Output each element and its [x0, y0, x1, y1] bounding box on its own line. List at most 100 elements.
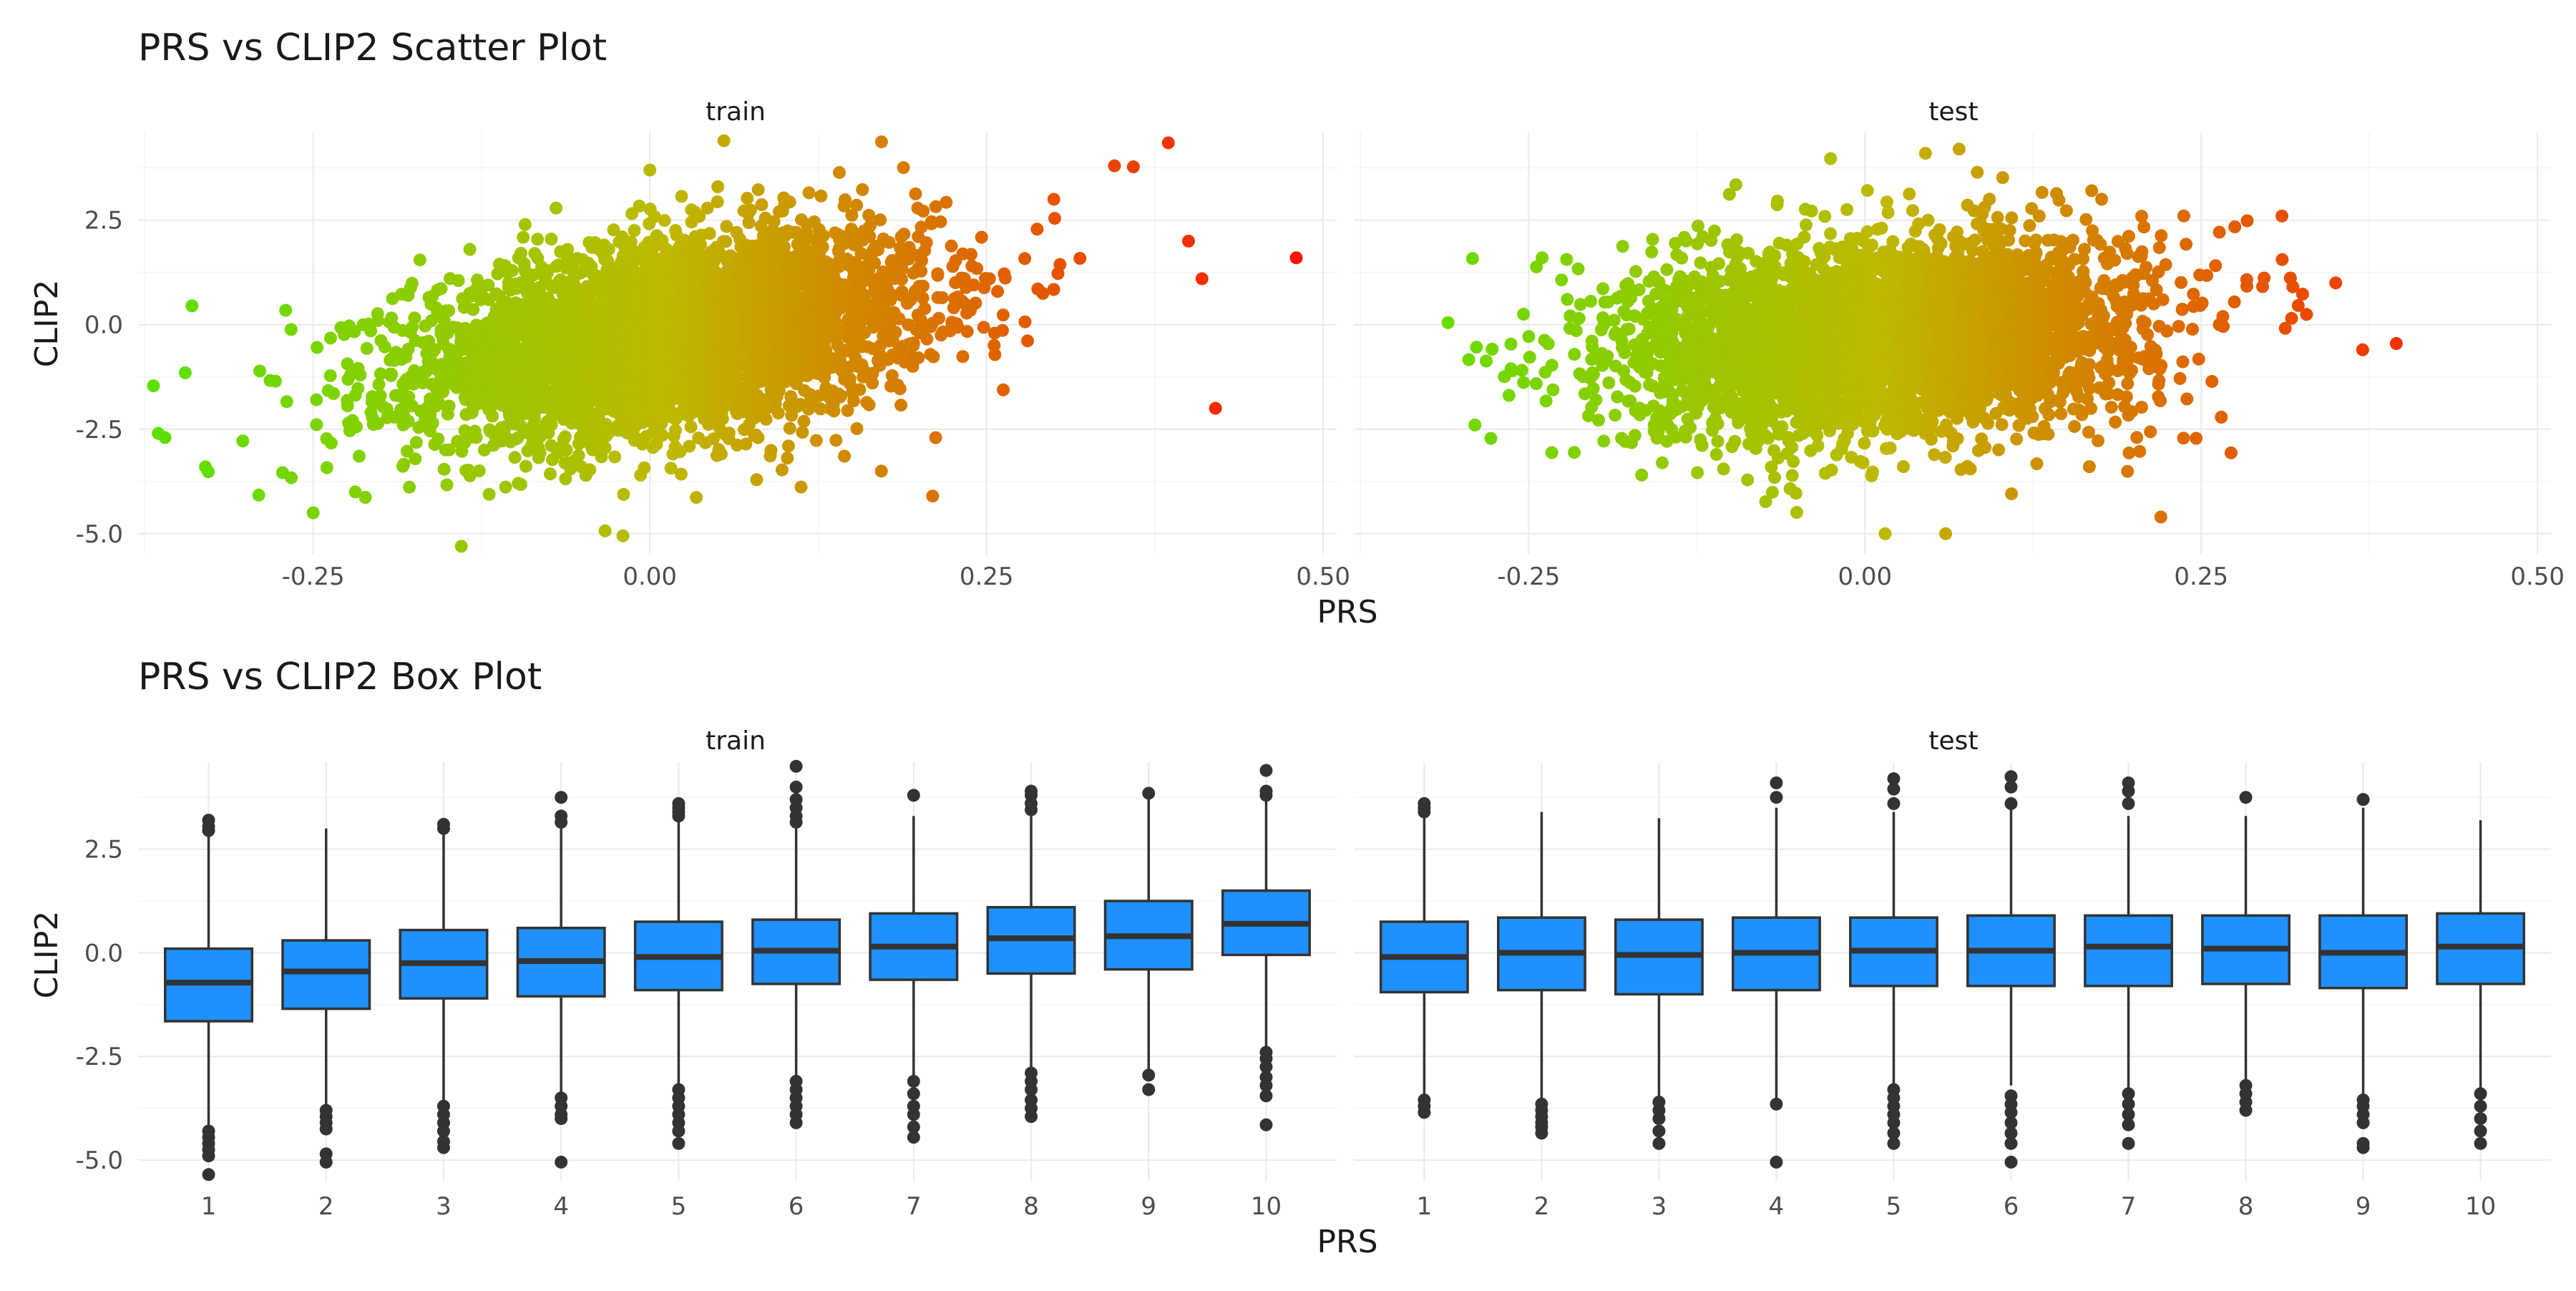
scatter-point [600, 296, 613, 308]
scatter-point [435, 358, 448, 371]
scatter-point [499, 259, 512, 272]
scatter-point [366, 396, 379, 409]
scatter-point [519, 460, 532, 473]
scatter-point [753, 268, 766, 281]
scatter-point [468, 328, 481, 341]
scatter-point [803, 186, 816, 199]
scatter-point [2023, 219, 2036, 232]
scatter-point [1108, 160, 1121, 172]
scatter-point [519, 218, 532, 231]
scatter-point [1560, 253, 1573, 266]
scatter-point [1861, 184, 1874, 197]
scatter-point [636, 416, 649, 429]
scatter-point [396, 460, 409, 473]
scatter-point [926, 489, 939, 502]
scatter-point [253, 489, 265, 502]
scatter-point [930, 432, 942, 444]
scatter-point [710, 241, 723, 254]
scatter-point [602, 427, 615, 439]
scatter-point [819, 289, 831, 302]
scatter-point [545, 280, 557, 293]
scatter-point [520, 427, 533, 439]
scatter-point [708, 255, 721, 268]
scatter-point [607, 370, 620, 383]
scatter-point [523, 356, 536, 369]
scatter-point [625, 382, 638, 395]
scatter-x-tick-label: 0.00 [623, 562, 677, 591]
scatter-point [389, 389, 402, 402]
scatter-point [1053, 258, 1066, 271]
scatter-x-tick-label: -0.25 [1497, 562, 1560, 591]
scatter-point [854, 274, 867, 287]
scatter-point [924, 321, 937, 333]
scatter-point [734, 400, 747, 413]
scatter-point [586, 306, 599, 318]
scatter-point [572, 416, 585, 429]
scatter-point [743, 216, 756, 229]
scatter-point [764, 316, 777, 329]
scatter-point [796, 426, 809, 439]
scatter-point [945, 240, 958, 253]
scatter-point [1021, 334, 1034, 347]
scatter-point [857, 260, 869, 273]
scatter-point [914, 265, 927, 278]
scatter-point [587, 418, 600, 431]
scatter-point [1645, 245, 1658, 258]
scatter-point [595, 333, 608, 346]
scatter-point [672, 379, 685, 391]
scatter-point [185, 299, 198, 312]
scatter-point [361, 342, 374, 355]
scatter-point [1646, 233, 1659, 246]
scatter-point [950, 317, 963, 330]
scatter-point [706, 271, 719, 284]
scatter-point [1466, 252, 1479, 265]
scatter-point [1800, 218, 1813, 231]
scatter-point [1127, 160, 1140, 173]
scatter-point [560, 383, 573, 396]
scatter-point [523, 302, 536, 315]
scatter-point [1018, 252, 1031, 265]
scatter-point [686, 301, 699, 314]
scatter-point [550, 202, 562, 215]
scatter-point [703, 227, 716, 240]
scatter-point [352, 362, 365, 375]
scatter-point [472, 356, 485, 369]
scatter-point [559, 472, 572, 485]
scatter-point [707, 306, 720, 319]
scatter-point [673, 298, 686, 311]
scatter-point [753, 404, 766, 417]
scatter-point [831, 338, 844, 351]
scatter-point [925, 215, 938, 228]
scatter-y-tick-label: -2.5 [76, 416, 123, 444]
scatter-point [482, 316, 494, 329]
scatter-point [1031, 283, 1044, 296]
scatter-point [768, 371, 781, 384]
scatter-point [593, 320, 606, 333]
scatter-point [894, 250, 907, 263]
scatter-point [403, 481, 416, 494]
scatter-point [802, 275, 815, 288]
scatter-point [690, 273, 703, 286]
scatter-point [979, 272, 992, 285]
scatter-point [343, 319, 356, 332]
scatter-point [509, 451, 522, 464]
scatter-point [2005, 211, 2018, 224]
scatter-point [483, 424, 496, 437]
scatter-point [1196, 272, 1209, 285]
scatter-point [424, 392, 436, 405]
scatter-point [932, 269, 945, 282]
scatter-point [280, 395, 293, 408]
scatter-point [514, 247, 527, 260]
scatter-point [692, 389, 705, 402]
scatter-point [1290, 251, 1303, 264]
scatter-point [781, 225, 794, 238]
scatter-point [1048, 212, 1061, 225]
scatter-point [694, 325, 707, 338]
scatter-point [404, 326, 417, 338]
scatter-point [880, 329, 893, 342]
scatter-point [817, 274, 830, 287]
scatter-point [650, 438, 663, 451]
scatter-point [936, 291, 949, 304]
scatter-point [776, 205, 789, 218]
